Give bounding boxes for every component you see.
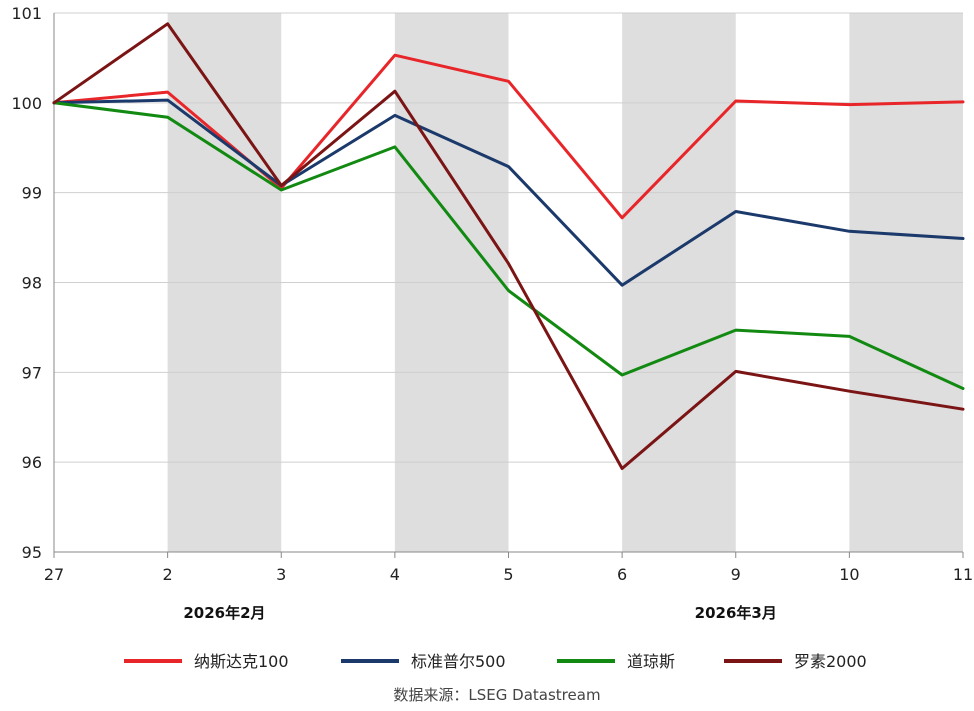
y-tick-label: 99 xyxy=(22,184,42,203)
y-tick-label: 97 xyxy=(22,363,42,382)
series-line-3 xyxy=(52,22,965,470)
y-tick-label: 95 xyxy=(22,543,42,562)
series-lines xyxy=(52,22,965,470)
x-tick-label: 11 xyxy=(953,565,973,584)
x-tick-label: 27 xyxy=(44,565,64,584)
series-line-2 xyxy=(52,101,965,390)
x-tick-label: 3 xyxy=(276,565,286,584)
series-line-1 xyxy=(52,98,965,287)
x-tick-label: 9 xyxy=(731,565,741,584)
x-tick-label: 5 xyxy=(503,565,513,584)
x-tick-label: 4 xyxy=(390,565,400,584)
x-tick-label: 6 xyxy=(617,565,627,584)
month-label: 2026年2月 xyxy=(183,604,265,622)
legend-label-3: 罗素2000 xyxy=(794,652,867,671)
x-tick-label: 10 xyxy=(839,565,859,584)
y-tick-label: 101 xyxy=(11,4,42,23)
month-label: 2026年3月 xyxy=(695,604,777,622)
x-tick-label: 2 xyxy=(163,565,173,584)
legend-label-1: 标准普尔500 xyxy=(411,652,506,671)
legend-label-2: 道琼斯 xyxy=(627,652,675,671)
y-tick-label: 96 xyxy=(22,453,42,472)
legend-label-0: 纳斯达克100 xyxy=(194,652,289,671)
series-line-0 xyxy=(52,53,965,220)
source-note: 数据来源：LSEG Datastream xyxy=(393,686,600,704)
y-tick-label: 100 xyxy=(11,94,42,113)
legend: 纳斯达克100 标准普尔500 道琼斯 罗素2000 xyxy=(124,652,867,671)
axis-labels: 95 96 97 98 99 100 101 27 2 3 4 5 6 9 10 11 2026年2月 2026年… xyxy=(11,4,973,622)
y-tick-label: 98 xyxy=(22,274,42,293)
